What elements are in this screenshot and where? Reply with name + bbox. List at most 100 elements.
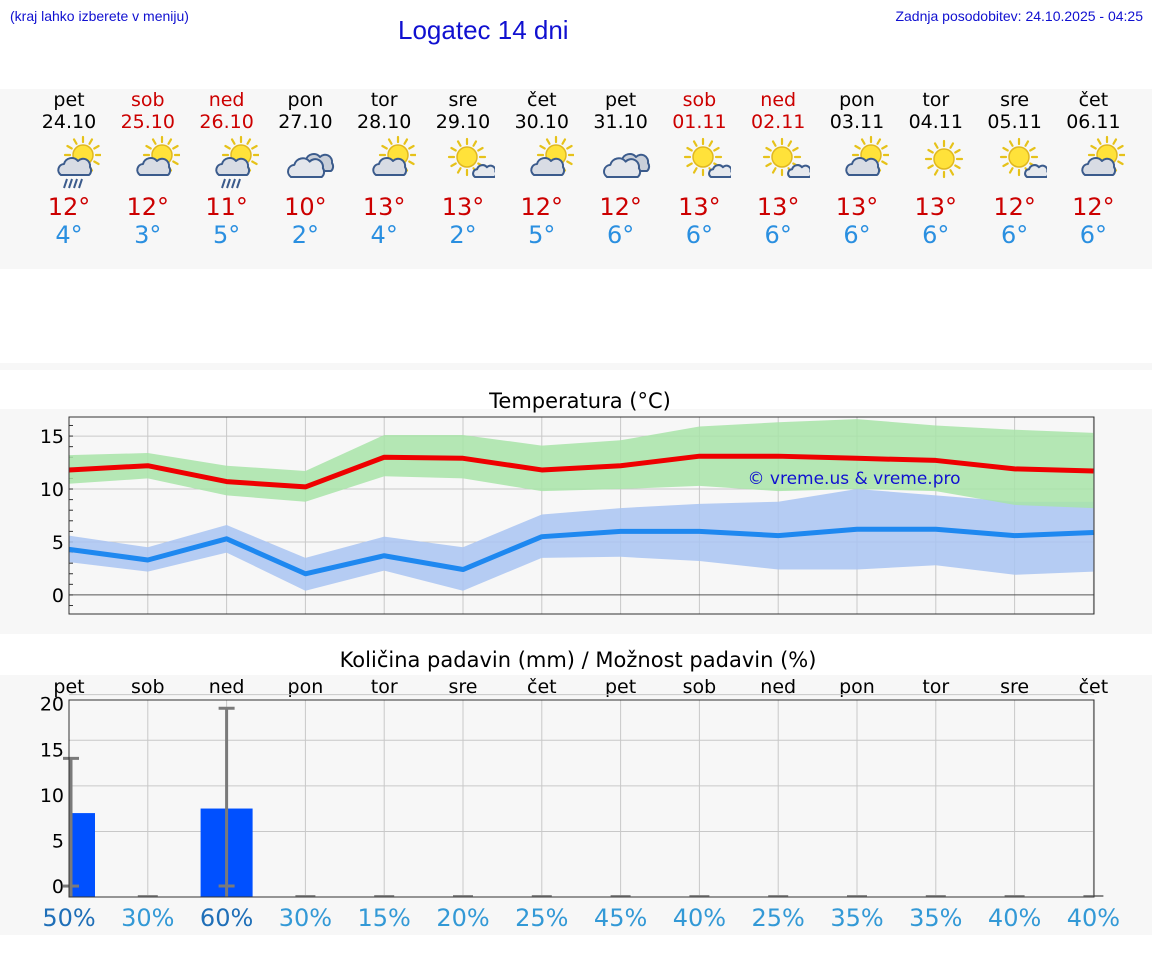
- min-temperature-line: [68, 526, 1094, 577]
- min-temperature: 5°: [212, 221, 241, 249]
- forecast-strip: [0, 89, 1152, 269]
- precipitation-chart: Količina padavin (mm) / Možnost padavin …: [40, 648, 1120, 932]
- plot-frame: [68, 699, 1095, 898]
- min-temperature: 4°: [370, 221, 398, 249]
- y-tick-label: 10: [40, 785, 64, 807]
- max-temperature: 12°: [599, 193, 642, 221]
- day-name: pet: [53, 89, 85, 111]
- day-date: 01.11: [672, 111, 727, 133]
- precipitation-probability: 35%: [909, 904, 962, 932]
- cloudy-icon: [287, 153, 335, 178]
- max-temperature: 12°: [1072, 193, 1115, 221]
- y-tick-label: 20: [40, 694, 64, 716]
- sun-cloud-icon: [845, 135, 889, 176]
- day-column: sob 25.10 12° 3°: [108, 89, 188, 249]
- precipitation-probability: 40%: [673, 904, 726, 932]
- sun-icon: [924, 139, 963, 179]
- max-temperature: 12°: [126, 193, 170, 221]
- precipitation-probability: 30%: [121, 904, 174, 932]
- day-column: čet 06.11 12° 6°: [1053, 89, 1133, 249]
- precipitation-bar: [69, 813, 95, 897]
- min-temperature: 4°: [55, 221, 83, 249]
- min-temperature: 3°: [134, 221, 162, 249]
- day-date: 04.11: [908, 111, 963, 133]
- max-temperature-line: [68, 453, 1094, 490]
- day-name: sob: [131, 89, 165, 111]
- sun-cloud-rain-icon: [57, 135, 101, 189]
- min-temperature: 6°: [922, 221, 950, 249]
- day-column: pon 03.11 13° 6°: [817, 89, 897, 249]
- sun-small-cloud-icon: [447, 137, 495, 178]
- y-tick-label: 5: [52, 830, 64, 852]
- day-column: pet 24.10 12° 4°: [29, 89, 109, 249]
- precipitation-probability: 35%: [830, 904, 883, 932]
- day-name: tor: [922, 89, 950, 111]
- y-tick-label: 15: [40, 739, 64, 761]
- day-column: ned 02.11 13° 6°: [738, 89, 818, 249]
- last-updated: Zadnja posodobitev: 24.10.2025 - 04:25: [895, 8, 1143, 24]
- max-temperature: 13°: [441, 193, 485, 221]
- x-category-label: pon: [839, 676, 875, 698]
- day-date: 06.11: [1066, 111, 1121, 133]
- x-category-label: čet: [527, 676, 557, 698]
- temperature-chart-title: Temperatura (°C): [488, 389, 671, 413]
- max-temperature: 12°: [47, 193, 91, 221]
- min-temperature: 6°: [764, 221, 792, 249]
- watermark: © vreme.us & vreme.pro: [747, 469, 960, 489]
- separator-band: [0, 363, 1152, 370]
- x-category-label: ned: [760, 676, 796, 698]
- day-column: sob 01.11 13° 6°: [659, 89, 739, 249]
- y-tick-label: 0: [52, 876, 64, 898]
- day-name: tor: [370, 89, 398, 111]
- precipitation-probability: 50%: [42, 904, 95, 932]
- day-column: sre 05.11 12° 6°: [975, 89, 1055, 249]
- precipitation-probability: 15%: [358, 904, 411, 932]
- precipitation-probability: 25%: [752, 904, 805, 932]
- x-category-label: tor: [371, 676, 398, 698]
- day-date: 24.10: [41, 111, 97, 133]
- max-temperature: 12°: [993, 193, 1036, 221]
- sun-cloud-icon: [372, 135, 417, 176]
- min-temperature: 5°: [528, 221, 556, 249]
- x-category-label: pet: [53, 676, 84, 698]
- day-date: 27.10: [278, 111, 333, 133]
- day-name: pon: [287, 89, 324, 111]
- day-name: pon: [839, 89, 875, 111]
- sun-small-cloud-icon: [999, 137, 1047, 178]
- precipitation-probability: 20%: [436, 904, 489, 932]
- day-date: 03.11: [829, 111, 885, 133]
- x-category-label: ned: [209, 676, 245, 698]
- min-temperature: 6°: [1000, 221, 1029, 249]
- location-hint: (kraj lahko izberete v meniju): [10, 8, 189, 24]
- day-date: 25.10: [120, 111, 175, 133]
- y-tick-label: 10: [40, 479, 64, 501]
- sun-cloud-rain-icon: [214, 135, 259, 189]
- precipitation-probability: 30%: [279, 904, 332, 932]
- x-category-label: pon: [288, 676, 324, 698]
- y-tick-label: 15: [40, 426, 64, 448]
- min-temperature: 2°: [449, 221, 477, 249]
- precipitation-probability: 25%: [515, 904, 568, 932]
- max-temperature: 13°: [362, 193, 406, 221]
- precipitation-probability: 45%: [594, 904, 647, 932]
- x-category-label: sre: [1000, 676, 1029, 698]
- y-tick-label: 0: [52, 585, 64, 607]
- min-temperature: 6°: [1079, 221, 1108, 249]
- plot-frame: [68, 416, 1095, 615]
- day-column: tor 28.10 13° 4°: [344, 89, 424, 249]
- day-date: 29.10: [435, 111, 491, 133]
- day-name: ned: [760, 89, 797, 111]
- sun-small-cloud-icon: [763, 137, 811, 178]
- max-temperature: 13°: [678, 193, 721, 221]
- day-column: ned 26.10 11° 5°: [187, 89, 267, 249]
- sun-cloud-icon: [136, 135, 180, 176]
- day-name: ned: [208, 89, 245, 111]
- x-category-label: sob: [131, 676, 165, 698]
- precipitation-probability: 40%: [988, 904, 1041, 932]
- sun-cloud-icon: [1081, 135, 1126, 176]
- day-date: 31.10: [593, 111, 648, 133]
- day-column: pet 31.10 12° 6°: [581, 89, 661, 249]
- x-category-label: pet: [605, 676, 636, 698]
- day-column: pon 27.10 10° 2°: [265, 89, 345, 249]
- max-temperature: 13°: [914, 193, 958, 221]
